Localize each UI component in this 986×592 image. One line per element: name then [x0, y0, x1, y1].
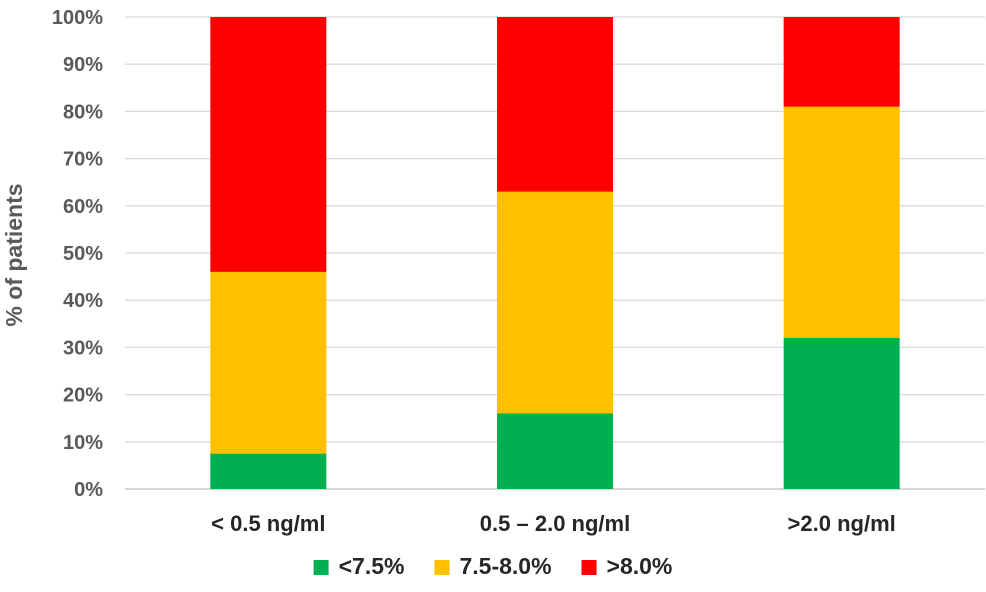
x-axis-categories: < 0.5 ng/ml 0.5 – 2.0 ng/ml >2.0 ng/ml: [211, 511, 896, 536]
legend: <7.5% 7.5-8.0% >8.0%: [313, 553, 673, 579]
legend-swatch: [434, 560, 450, 575]
y-tick-label: 90%: [63, 54, 103, 76]
x-category-label: >2.0 ng/ml: [788, 511, 896, 536]
x-category-label: < 0.5 ng/ml: [211, 511, 325, 536]
bar-segment: [783, 337, 900, 489]
y-tick-label: 0%: [74, 479, 103, 501]
y-axis-ticks: 0% 10% 20% 30% 40% 50% 60% 70% 80% 90% 100%: [52, 7, 103, 501]
x-category-label: 0.5 – 2.0 ng/ml: [480, 511, 630, 536]
y-tick-label: 10%: [63, 432, 103, 454]
y-tick-label: 80%: [63, 101, 103, 123]
y-tick-label: 50%: [63, 243, 103, 265]
bar-segment: [210, 453, 327, 489]
legend-swatch: [313, 560, 329, 575]
y-tick-label: 20%: [63, 385, 103, 407]
y-tick-label: 40%: [63, 290, 103, 312]
bars: [210, 17, 900, 489]
y-tick-label: 30%: [63, 337, 103, 359]
bar-segment: [497, 17, 613, 192]
y-tick-label: 100%: [52, 7, 103, 29]
bar-segment: [210, 271, 327, 454]
bar-segment: [783, 106, 900, 338]
bar-segment: [783, 17, 900, 107]
legend-label: 7.5-8.0%: [459, 553, 551, 579]
bar-segment: [210, 17, 327, 272]
legend-label: >8.0%: [607, 553, 673, 579]
bar-segment: [497, 413, 613, 489]
legend-swatch: [581, 560, 597, 575]
y-tick-label: 60%: [63, 196, 103, 218]
legend-item: <7.5%: [313, 553, 405, 579]
legend-label: <7.5%: [339, 553, 405, 579]
y-axis-title: % of patients: [1, 183, 27, 326]
y-tick-label: 70%: [63, 149, 103, 171]
legend-item: 7.5-8.0%: [434, 553, 552, 579]
bar-segment: [497, 191, 613, 414]
legend-item: >8.0%: [581, 553, 673, 579]
